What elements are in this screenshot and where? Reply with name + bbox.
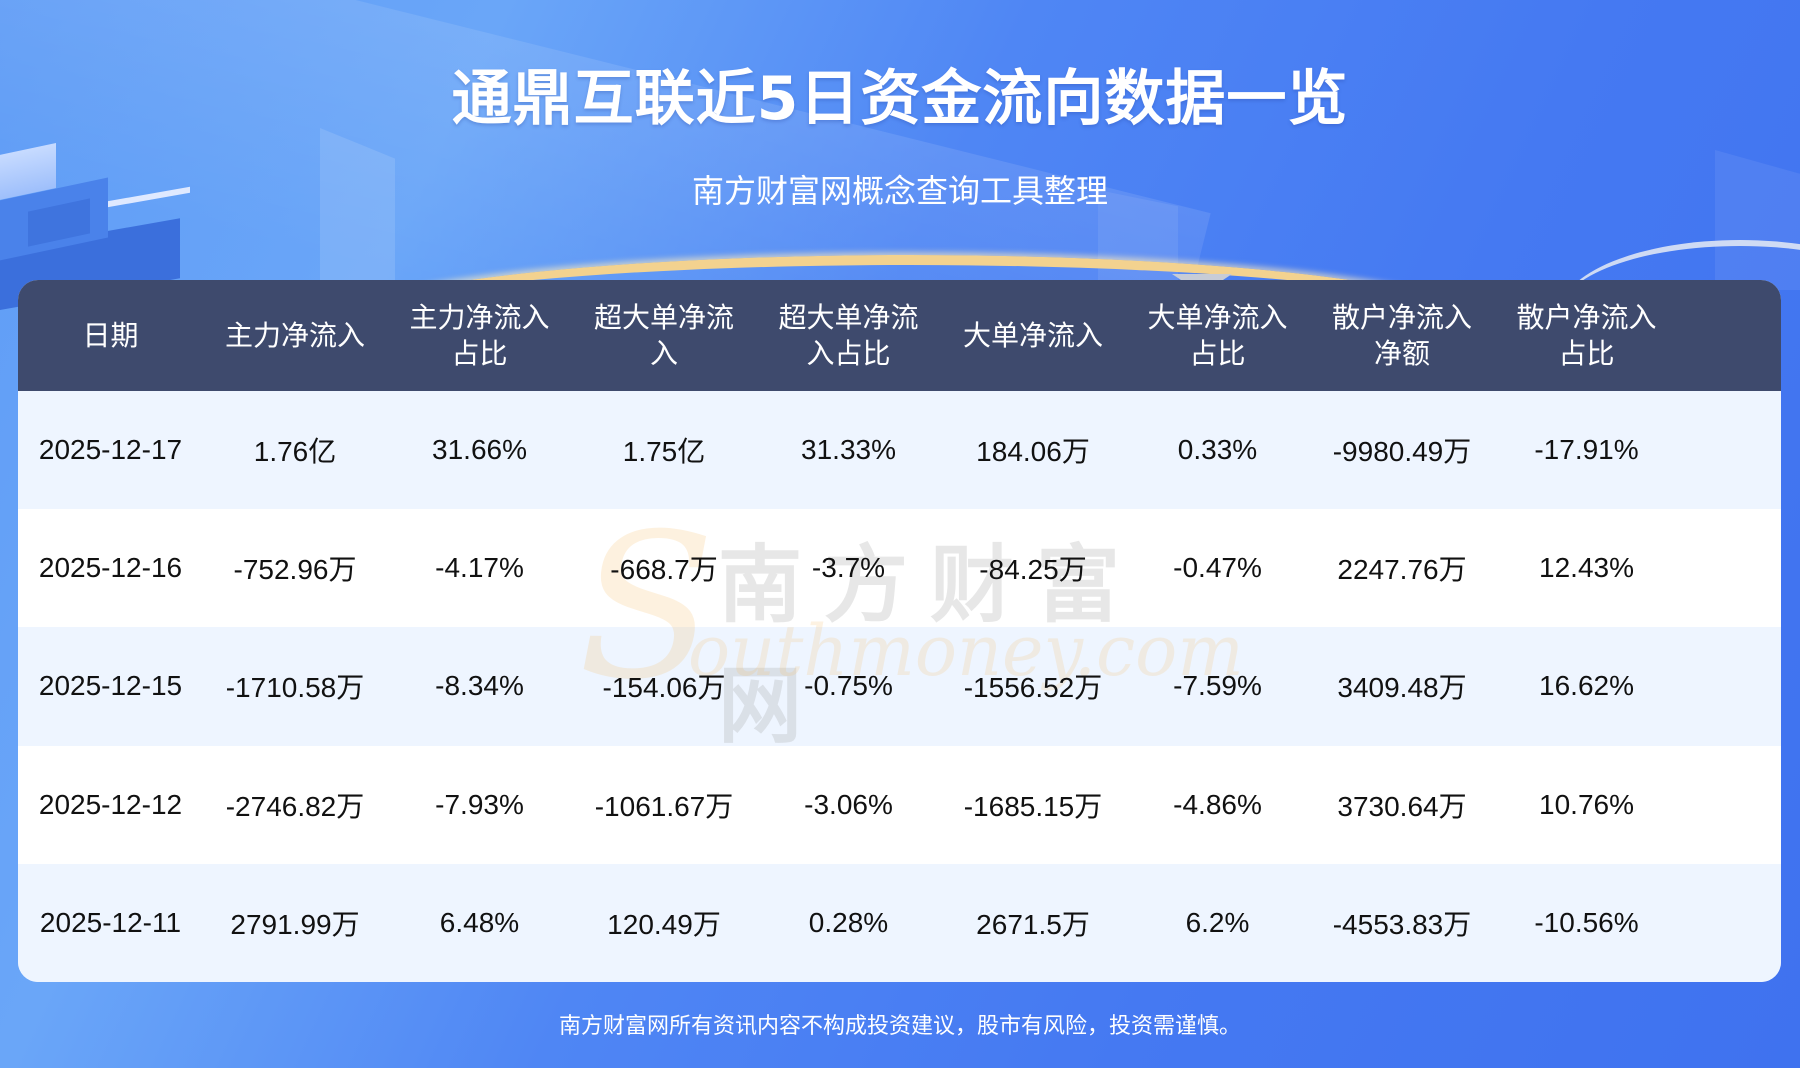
cell-retail-net-inflow-ratio: 16.62% — [1539, 670, 1634, 702]
cell-main-net-inflow: -2746.82万 — [225, 790, 365, 822]
cell-retail-net-inflow-ratio: 12.43% — [1539, 552, 1634, 584]
cell-retail-net-inflow-amount: 3409.48万 — [1337, 672, 1467, 704]
table-row: 2025-12-11 2791.99万 6.48% 120.49万 0.28% … — [18, 863, 1781, 982]
column-header-super-large-net-inflow: 超大单净流 入 — [593, 300, 734, 370]
table-header-row: 日期 主力净流入 主力净流入 占比 超大单净流 入 超大单净流 入占比 大单净流… — [18, 280, 1781, 391]
cell-large-net-inflow: -1685.15万 — [963, 790, 1103, 822]
cell-main-net-inflow-ratio: -8.34% — [435, 670, 524, 702]
cell-super-large-net-inflow: 1.75亿 — [622, 436, 706, 468]
cell-super-large-net-inflow: 120.49万 — [607, 908, 721, 940]
cell-large-net-inflow: 2671.5万 — [976, 908, 1090, 940]
cell-large-net-inflow: 184.06万 — [976, 436, 1090, 468]
column-header-main-net-inflow-ratio: 主力净流入 占比 — [409, 300, 550, 370]
cell-main-net-inflow-ratio: -7.93% — [435, 788, 524, 820]
column-header-retail-net-inflow-ratio: 散户净流入 占比 — [1516, 300, 1657, 370]
cell-date: 2025-12-12 — [38, 788, 183, 820]
column-header-main-net-inflow: 主力净流入 — [224, 318, 365, 352]
column-header-large-net-inflow: 大单净流入 — [962, 318, 1103, 352]
page-title: 通鼎互联近5日资金流向数据一览 — [451, 64, 1349, 134]
cell-super-large-net-inflow: -1061.67万 — [594, 790, 734, 822]
fund-flow-table: 日期 主力净流入 主力净流入 占比 超大单净流 入 超大单净流 入占比 大单净流… — [18, 280, 1781, 982]
table-row: 2025-12-12 -2746.82万 -7.93% -1061.67万 -3… — [18, 745, 1781, 864]
cell-super-large-net-inflow-ratio: 31.33% — [801, 434, 896, 466]
cell-retail-net-inflow-amount: -9980.49万 — [1332, 436, 1472, 468]
cell-date: 2025-12-16 — [38, 552, 183, 584]
column-header-super-large-net-inflow-ratio: 超大单净流 入占比 — [778, 300, 919, 370]
cell-super-large-net-inflow-ratio: 0.28% — [808, 906, 889, 938]
cell-retail-net-inflow-ratio: 10.76% — [1539, 788, 1634, 820]
table-row: 2025-12-15 -1710.58万 -8.34% -154.06万 -0.… — [18, 627, 1781, 746]
cell-date: 2025-12-17 — [38, 434, 183, 466]
cell-super-large-net-inflow-ratio: -3.06% — [804, 788, 893, 820]
table-row: 2025-12-16 -752.96万 -4.17% -668.7万 -3.7%… — [18, 509, 1781, 628]
disclaimer: 南方财富网所有资讯内容不构成投资建议，股市有风险，投资需谨慎。 — [558, 1014, 1241, 1039]
column-header-large-net-inflow-ratio: 大单净流入 占比 — [1147, 300, 1288, 370]
column-header-date: 日期 — [82, 318, 139, 352]
cell-date: 2025-12-11 — [39, 906, 182, 938]
cell-date: 2025-12-15 — [38, 670, 183, 702]
cell-large-net-inflow-ratio: -7.59% — [1173, 670, 1262, 702]
cell-main-net-inflow: 2791.99万 — [230, 908, 360, 940]
cell-retail-net-inflow-amount: 2247.76万 — [1337, 554, 1467, 586]
cell-main-net-inflow-ratio: 31.66% — [432, 434, 527, 466]
cell-large-net-inflow: -1556.52万 — [963, 672, 1103, 704]
cell-super-large-net-inflow: -668.7万 — [610, 554, 718, 586]
cell-main-net-inflow-ratio: 6.48% — [439, 906, 520, 938]
cell-retail-net-inflow-amount: 3730.64万 — [1337, 790, 1467, 822]
cell-main-net-inflow: -1710.58万 — [225, 672, 365, 704]
column-header-retail-net-inflow-amount: 散户净流入 净额 — [1331, 300, 1472, 370]
cell-super-large-net-inflow-ratio: -3.7% — [811, 552, 886, 584]
cell-retail-net-inflow-ratio: -17.91% — [1534, 434, 1639, 466]
cell-super-large-net-inflow: -154.06万 — [602, 672, 726, 704]
cell-large-net-inflow: -84.25万 — [979, 554, 1087, 586]
page-subtitle: 南方财富网概念查询工具整理 — [691, 172, 1108, 210]
cell-super-large-net-inflow-ratio: -0.75% — [804, 670, 893, 702]
glass-pane — [320, 128, 395, 298]
cell-main-net-inflow: -752.96万 — [233, 554, 357, 586]
table-row: 2025-12-17 1.76亿 31.66% 1.75亿 31.33% 184… — [18, 391, 1781, 510]
cell-large-net-inflow-ratio: 0.33% — [1177, 434, 1258, 466]
cell-main-net-inflow: 1.76亿 — [253, 436, 337, 468]
cell-main-net-inflow-ratio: -4.17% — [435, 552, 524, 584]
cell-retail-net-inflow-amount: -4553.83万 — [1332, 908, 1472, 940]
cell-large-net-inflow-ratio: -0.47% — [1173, 552, 1262, 584]
cell-large-net-inflow-ratio: -4.86% — [1173, 788, 1262, 820]
cell-large-net-inflow-ratio: 6.2% — [1185, 906, 1250, 938]
cell-retail-net-inflow-ratio: -10.56% — [1534, 906, 1639, 938]
